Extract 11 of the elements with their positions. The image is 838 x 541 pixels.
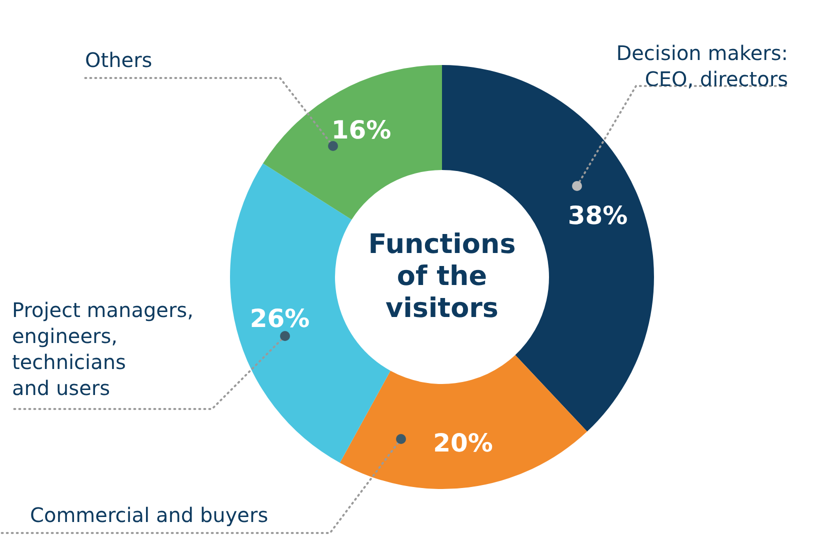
data-label: 38% (568, 200, 628, 230)
data-label: 16% (331, 116, 392, 145)
slice-label: Others (85, 48, 152, 72)
slice-label: Decision makers: CEO, directors (616, 41, 788, 91)
donut-slice (263, 65, 442, 220)
data-label: 20% (433, 428, 493, 458)
text: Functions of the visitors (368, 229, 516, 324)
slice-label: Commercial and buyers (30, 503, 268, 527)
data-label: 26% (250, 304, 310, 334)
donut-slice (340, 355, 588, 489)
slice-label: Project managers, engineers, technicians and users (12, 298, 194, 400)
